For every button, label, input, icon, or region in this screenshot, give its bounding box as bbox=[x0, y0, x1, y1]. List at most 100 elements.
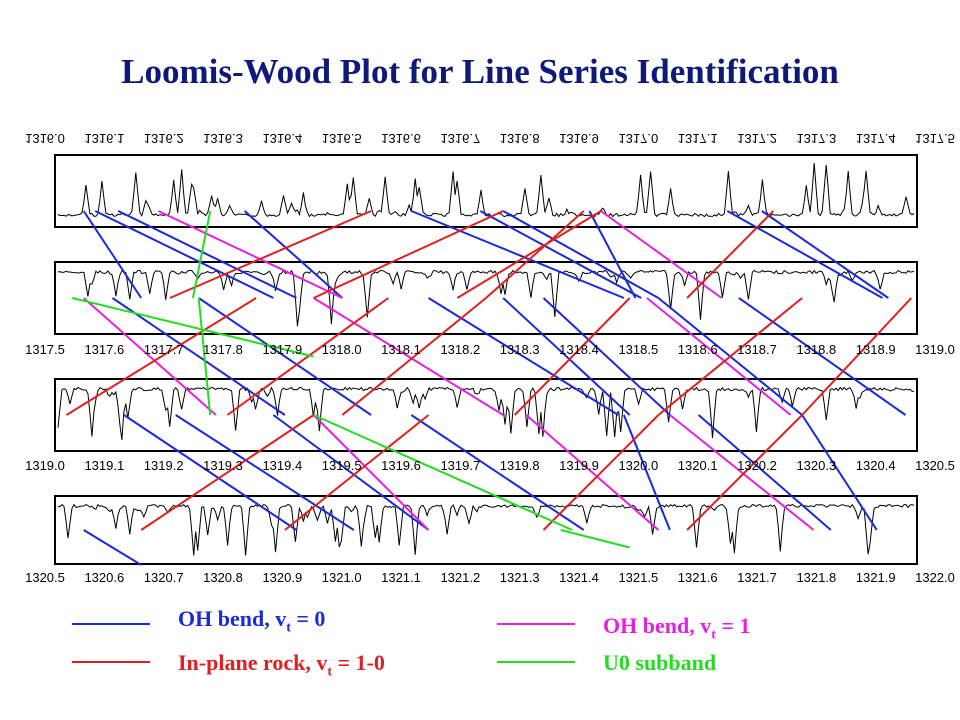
connector-oh0 bbox=[243, 210, 343, 299]
connector-oh0 bbox=[502, 210, 659, 299]
connector-ohl bbox=[669, 414, 815, 531]
tick-label: 1317.4 bbox=[856, 131, 896, 146]
connector-u0 bbox=[191, 210, 212, 299]
tick-label: 1321.8 bbox=[796, 570, 836, 585]
tick-label: 1320.5 bbox=[25, 570, 65, 585]
connector-u0 bbox=[71, 297, 314, 358]
tick-label: 1319.9 bbox=[559, 458, 599, 473]
connector-oh0 bbox=[761, 210, 889, 299]
tick-labels: 1316.0 1316.1 1316.2 1316.3 1316.4 1316.5 1316… bbox=[25, 131, 955, 585]
spectrum-panels bbox=[54, 154, 918, 565]
tick-label: 1317.5 bbox=[915, 131, 955, 146]
tick-label: 1317.8 bbox=[203, 342, 243, 357]
connector-rock bbox=[313, 210, 504, 299]
tick-label: 1320.7 bbox=[144, 570, 184, 585]
connector-rock bbox=[513, 297, 631, 416]
legend-u0-text: U0 subband bbox=[603, 650, 717, 675]
spectrum-trace-2 bbox=[57, 269, 915, 327]
tick-label: 1320.4 bbox=[856, 458, 896, 473]
connector-ohl bbox=[525, 414, 660, 531]
connector-rock bbox=[341, 297, 487, 416]
connector-rock bbox=[657, 297, 803, 416]
tick-label: 1319.0 bbox=[25, 458, 65, 473]
legend-label-rock: In-plane rock, vt = 1-0 bbox=[178, 650, 385, 680]
connector-rock bbox=[140, 414, 315, 531]
connector-ohl bbox=[83, 297, 217, 416]
connector-oh0 bbox=[542, 297, 671, 416]
connector-ohl bbox=[312, 414, 430, 531]
connector-rock bbox=[284, 414, 430, 531]
tick-label: 1320.0 bbox=[618, 458, 658, 473]
connector-ohl bbox=[313, 297, 504, 416]
legend-oh0-suffix: = 0 bbox=[290, 606, 326, 631]
legend-swatch-u0 bbox=[497, 661, 575, 663]
chart-title: Loomis-Wood Plot for Line Series Identif… bbox=[121, 52, 839, 91]
legend-ohl-text: OH bend, v bbox=[603, 613, 712, 638]
connector-oh0 bbox=[94, 210, 274, 299]
legend-swatch-ohl bbox=[497, 623, 575, 625]
tick-label: 1317.0 bbox=[618, 131, 658, 146]
connector-oh0 bbox=[502, 297, 631, 416]
tick-label: 1320.3 bbox=[796, 458, 836, 473]
tick-label: 1316.4 bbox=[262, 131, 302, 146]
tick-label: 1317.6 bbox=[84, 342, 124, 357]
tick-label: 1316.3 bbox=[203, 131, 243, 146]
connector-oh0 bbox=[479, 210, 642, 299]
tick-label: 1316.5 bbox=[322, 131, 362, 146]
legend-swatch-oh0 bbox=[72, 623, 150, 625]
legend-label-ohl: OH bend, vt = 1 bbox=[603, 613, 750, 643]
tick-label: 1320.8 bbox=[203, 570, 243, 585]
connector-oh0 bbox=[175, 414, 355, 531]
tick-label: 1321.0 bbox=[322, 570, 362, 585]
legend-rock-suffix: = 1-0 bbox=[332, 650, 385, 675]
tick-label: 1316.2 bbox=[144, 131, 184, 146]
connector-oh0 bbox=[117, 210, 297, 299]
tick-label: 1317.9 bbox=[262, 342, 302, 357]
tick-label: 1318.9 bbox=[856, 342, 896, 357]
tick-label: 1320.5 bbox=[915, 458, 955, 473]
tick-label: 1321.1 bbox=[381, 570, 421, 585]
tick-label: 1321.9 bbox=[856, 570, 896, 585]
series-connectors bbox=[65, 210, 913, 566]
tick-label: 1316.1 bbox=[84, 131, 124, 146]
connector-rock bbox=[456, 210, 602, 299]
connector-oh0 bbox=[111, 297, 286, 416]
tick-label: 1316.7 bbox=[440, 131, 480, 146]
legend-rock-sub: t bbox=[327, 664, 333, 680]
tick-label: 1318.6 bbox=[678, 342, 718, 357]
panel-frame-1 bbox=[54, 154, 918, 228]
tick-label: 1321.4 bbox=[559, 570, 599, 585]
spectrum-trace-4 bbox=[58, 503, 915, 556]
panel-frame-4 bbox=[54, 495, 918, 565]
tick-label: 1320.1 bbox=[678, 458, 718, 473]
tick-label: 1319.5 bbox=[322, 458, 362, 473]
tick-label: 1320.2 bbox=[737, 458, 777, 473]
tick-label: 1322.0 bbox=[915, 570, 955, 585]
tick-label: 1320.9 bbox=[262, 570, 302, 585]
legend-oh0-sub: t bbox=[286, 620, 291, 636]
tick-label: 1319.0 bbox=[915, 342, 955, 357]
tick-label: 1318.2 bbox=[440, 342, 480, 357]
connector-oh0 bbox=[427, 297, 619, 416]
connector-u0 bbox=[313, 414, 573, 531]
legend-swatch-rock bbox=[72, 661, 150, 663]
tick-label: 1318.4 bbox=[559, 342, 599, 357]
tick-label: 1317.2 bbox=[737, 131, 777, 146]
tick-label: 1316.0 bbox=[25, 131, 65, 146]
tick-label: 1316.9 bbox=[559, 131, 599, 146]
connector-oh0 bbox=[83, 529, 142, 566]
tick-label: 1319.4 bbox=[262, 458, 302, 473]
connector-oh0 bbox=[697, 414, 832, 531]
connector-oh0 bbox=[82, 210, 143, 299]
tick-label: 1319.6 bbox=[381, 458, 421, 473]
tick-label: 1317.5 bbox=[25, 342, 65, 357]
tick-label: 1317.3 bbox=[796, 131, 836, 146]
legend-label-oh0: OH bend, vt = 0 bbox=[178, 606, 325, 636]
tick-label: 1316.8 bbox=[500, 131, 540, 146]
connector-oh0 bbox=[198, 297, 372, 416]
connector-oh0 bbox=[738, 297, 907, 416]
connector-oh0 bbox=[622, 414, 671, 531]
connector-oh0 bbox=[272, 414, 430, 531]
connector-oh0 bbox=[410, 414, 585, 531]
